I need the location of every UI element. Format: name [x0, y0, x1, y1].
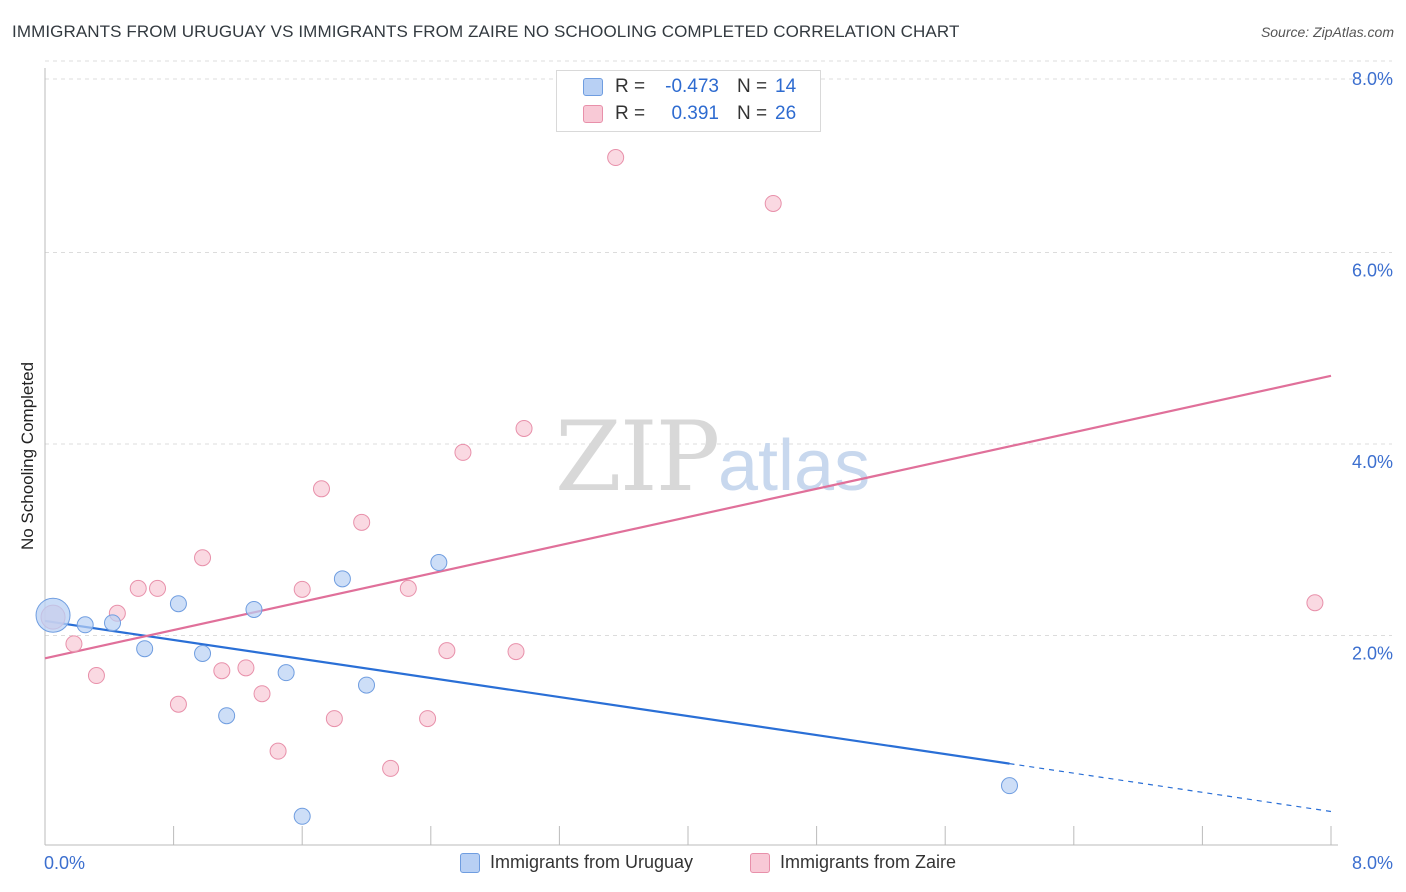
point-zaire — [1307, 595, 1323, 611]
y-tick-label: 8.0% — [1352, 69, 1393, 89]
grid-lines — [45, 61, 1392, 636]
point-zaire — [130, 580, 146, 596]
point-zaire — [326, 711, 342, 727]
legend-row-uruguay: R = -0.473 N = 14 — [583, 74, 796, 100]
point-zaire — [170, 696, 186, 712]
point-uruguay — [246, 601, 262, 617]
x-tick-label: 8.0% — [1352, 853, 1393, 873]
series-legend-uruguay[interactable]: Immigrants from Uruguay — [460, 852, 693, 873]
watermark: ZIP atlas — [555, 401, 870, 513]
legend-r-value: -0.473 — [649, 76, 719, 98]
point-zaire — [88, 668, 104, 684]
point-uruguay — [359, 677, 375, 693]
point-zaire — [383, 760, 399, 776]
point-zaire — [765, 195, 781, 211]
point-uruguay — [105, 615, 121, 631]
legend-n-label: N = — [737, 76, 775, 98]
legend-swatch-uruguay — [583, 78, 603, 96]
point-uruguay — [36, 598, 70, 632]
y-tick-label: 4.0% — [1352, 452, 1393, 472]
point-zaire — [195, 550, 211, 566]
point-zaire — [400, 580, 416, 596]
point-zaire — [455, 444, 471, 460]
point-zaire — [508, 644, 524, 660]
stats-legend: R = -0.473 N = 14 R = 0.391 N = 26 — [556, 70, 821, 132]
series-swatch-uruguay — [460, 853, 480, 873]
point-uruguay — [278, 665, 294, 681]
legend-n-value: 26 — [775, 103, 796, 125]
point-uruguay — [431, 555, 447, 571]
point-zaire — [214, 663, 230, 679]
point-uruguay — [195, 646, 211, 662]
trend-line-uruguay — [45, 621, 1010, 764]
point-zaire — [313, 481, 329, 497]
point-uruguay — [1002, 778, 1018, 794]
point-zaire — [516, 420, 532, 436]
point-zaire — [254, 686, 270, 702]
point-uruguay — [219, 708, 235, 724]
series-name-uruguay: Immigrants from Uruguay — [490, 852, 693, 873]
series-swatch-zaire — [750, 853, 770, 873]
y-axis-label: No Schooling Completed — [18, 362, 38, 550]
point-uruguay — [170, 596, 186, 612]
y-tick-label: 6.0% — [1352, 261, 1393, 281]
point-zaire — [294, 581, 310, 597]
point-zaire — [439, 643, 455, 659]
legend-swatch-zaire — [583, 105, 603, 123]
point-zaire — [608, 150, 624, 166]
scatter-chart: ZIP atlas 2.0% 4.0% 6.0% 8.0% 0.0% 8.0% — [0, 0, 1406, 892]
legend-n-label: N = — [737, 103, 775, 125]
legend-r-label: R = — [615, 103, 649, 125]
legend-n-value: 14 — [775, 76, 796, 98]
point-uruguay — [137, 641, 153, 657]
trend-line-uruguay-extension — [1010, 764, 1332, 812]
legend-r-label: R = — [615, 76, 649, 98]
point-zaire — [150, 580, 166, 596]
x-tick-label: 0.0% — [44, 853, 85, 873]
point-zaire — [420, 711, 436, 727]
legend-row-zaire: R = 0.391 N = 26 — [583, 101, 796, 127]
watermark-zip: ZIP — [555, 401, 718, 513]
point-zaire — [66, 636, 82, 652]
point-uruguay — [294, 808, 310, 824]
point-zaire — [354, 514, 370, 530]
y-tick-label: 2.0% — [1352, 644, 1393, 664]
point-uruguay — [334, 571, 350, 587]
series-name-zaire: Immigrants from Zaire — [780, 852, 956, 873]
legend-r-value: 0.391 — [649, 103, 719, 125]
series-legend-zaire[interactable]: Immigrants from Zaire — [750, 852, 956, 873]
point-zaire — [238, 660, 254, 676]
point-uruguay — [77, 617, 93, 633]
point-zaire — [270, 743, 286, 759]
